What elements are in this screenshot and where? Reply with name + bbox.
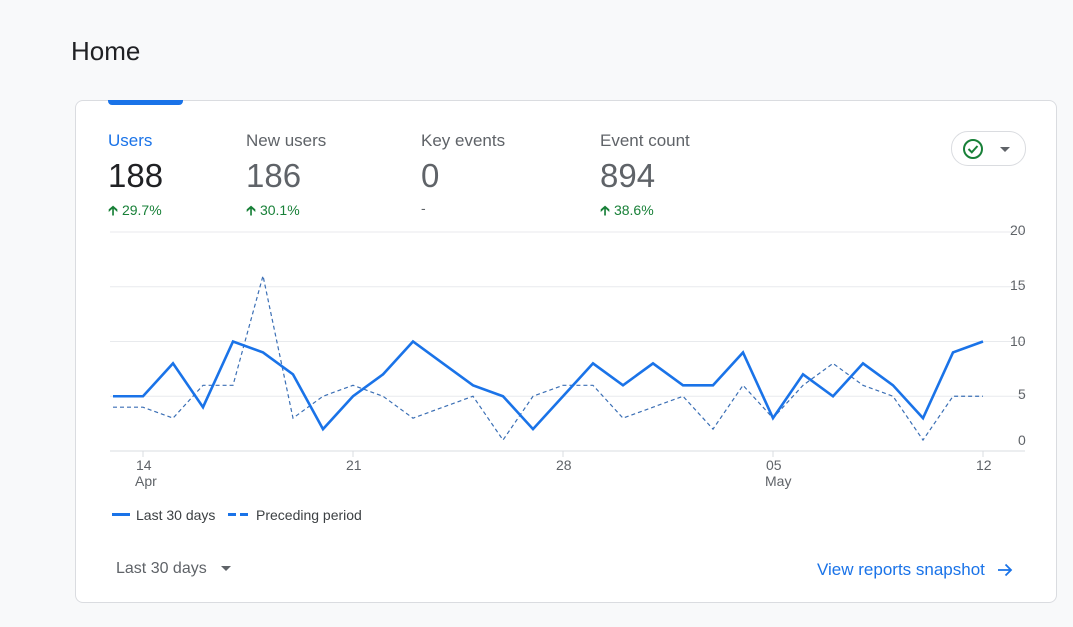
y-tick-label: 15 bbox=[1010, 276, 1026, 293]
series-line-last-30-days bbox=[113, 339, 984, 432]
metric-tab-key-events[interactable]: Key events 0 - bbox=[421, 131, 505, 216]
date-range-label: Last 30 days bbox=[116, 560, 207, 577]
metric-change-value: 29.7% bbox=[121, 202, 162, 218]
metric-tab-new-users[interactable]: New users 186 🡱 30.1% bbox=[246, 131, 326, 224]
x-tick-label: 14 bbox=[136, 457, 152, 473]
y-tick-label: 20 bbox=[1010, 222, 1026, 238]
metric-change-value: 38.6% bbox=[613, 202, 654, 218]
metric-change: 🡱 29.7% bbox=[108, 200, 163, 224]
metric-change-value: 30.1% bbox=[259, 202, 300, 218]
legend-item-last-30-days: Last 30 days bbox=[112, 507, 215, 523]
x-tick-label: 12 bbox=[976, 457, 992, 473]
view-reports-snapshot-link[interactable]: View reports snapshot bbox=[817, 560, 1013, 580]
view-reports-label: View reports snapshot bbox=[817, 560, 985, 579]
metric-value: 0 bbox=[421, 157, 440, 194]
page-title: Home bbox=[71, 36, 141, 66]
metric-change: 🡱 30.1% bbox=[246, 200, 326, 224]
x-tick-label: 28 bbox=[556, 457, 572, 473]
arrow-right-icon bbox=[997, 563, 1013, 577]
metric-tab-event-count[interactable]: Event count 894 🡱 38.6% bbox=[600, 131, 690, 224]
metric-change: 🡱 38.6% bbox=[600, 200, 690, 224]
metric-label: New users bbox=[246, 131, 327, 150]
legend-item-preceding-period: Preceding period bbox=[228, 507, 362, 523]
solid-line-icon bbox=[112, 513, 130, 516]
metric-tab-users[interactable]: Users 188 🡱 29.7% bbox=[108, 131, 163, 224]
metric-value: 186 bbox=[246, 157, 302, 194]
arrow-up-icon: 🡱 bbox=[108, 202, 119, 218]
metric-value: 188 bbox=[108, 157, 164, 194]
arrow-up-icon: 🡱 bbox=[246, 202, 257, 218]
x-tick-month: May bbox=[765, 473, 792, 489]
metric-label: Event count bbox=[600, 131, 690, 150]
data-quality-status-button[interactable] bbox=[951, 131, 1026, 166]
series-line-preceding-period bbox=[113, 275, 983, 442]
caret-down-icon bbox=[1000, 147, 1010, 152]
y-tick-label: 0 bbox=[1018, 432, 1026, 448]
y-tick-label: 5 bbox=[1018, 386, 1026, 403]
y-tick-label: 10 bbox=[1010, 332, 1026, 349]
metric-label: Key events bbox=[421, 131, 506, 150]
home-overview-card bbox=[75, 100, 1057, 603]
date-range-dropdown[interactable]: Last 30 days bbox=[116, 560, 231, 578]
caret-down-icon bbox=[220, 566, 231, 571]
x-tick-label: 21 bbox=[346, 457, 362, 473]
check-circle-icon bbox=[963, 139, 1010, 159]
metric-change: - bbox=[421, 200, 426, 216]
metric-value: 894 bbox=[600, 157, 656, 194]
metric-label: Users bbox=[108, 131, 153, 150]
x-tick-label: 05 bbox=[766, 457, 782, 473]
arrow-up-icon: 🡱 bbox=[600, 202, 611, 218]
legend-label: Preceding period bbox=[256, 507, 362, 523]
dashed-line-icon bbox=[228, 513, 248, 516]
x-tick-month: Apr bbox=[135, 473, 157, 489]
active-tab-indicator bbox=[108, 100, 183, 105]
legend-label: Last 30 days bbox=[136, 507, 216, 523]
